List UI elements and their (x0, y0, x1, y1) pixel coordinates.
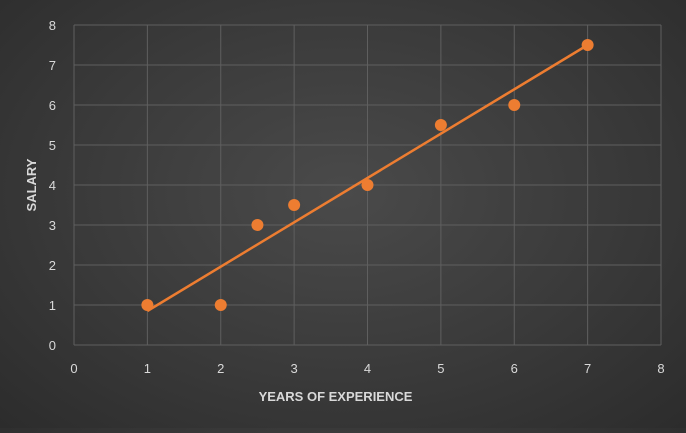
x-tick-label: 7 (584, 361, 591, 376)
y-tick-labels: 0 1 2 3 4 5 6 7 8 (49, 18, 56, 353)
y-tick-label: 2 (49, 258, 56, 273)
y-tick-label: 7 (49, 58, 56, 73)
x-axis-title: YEARS OF EXPERIENCE (259, 389, 413, 404)
x-tick-label: 0 (70, 361, 77, 376)
data-point (141, 299, 153, 311)
x-tick-label: 4 (364, 361, 371, 376)
y-tick-label: 8 (49, 18, 56, 33)
x-tick-label: 2 (217, 361, 224, 376)
data-point (215, 299, 227, 311)
data-point (251, 219, 263, 231)
data-point (288, 199, 300, 211)
x-tick-labels: 0 1 2 3 4 5 6 7 8 (70, 361, 664, 376)
data-point (435, 119, 447, 131)
x-tick-label: 6 (511, 361, 518, 376)
y-tick-label: 0 (49, 338, 56, 353)
data-point (508, 99, 520, 111)
data-point (582, 39, 594, 51)
x-tick-label: 8 (657, 361, 664, 376)
y-tick-label: 6 (49, 98, 56, 113)
x-tick-label: 1 (144, 361, 151, 376)
y-axis-title: SALARY (24, 158, 39, 211)
y-tick-label: 1 (49, 298, 56, 313)
y-tick-label: 3 (49, 218, 56, 233)
x-tick-label: 3 (291, 361, 298, 376)
x-tick-label: 5 (437, 361, 444, 376)
y-tick-label: 5 (49, 138, 56, 153)
data-point (362, 179, 374, 191)
y-tick-label: 4 (49, 178, 56, 193)
